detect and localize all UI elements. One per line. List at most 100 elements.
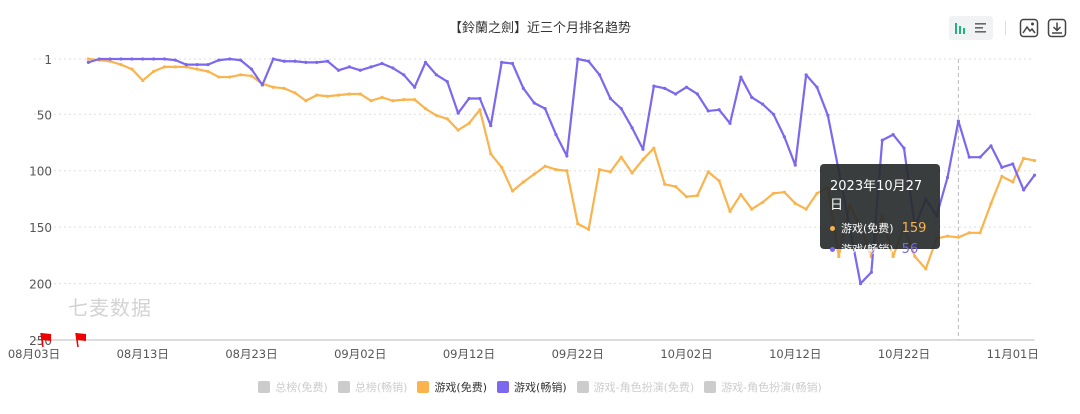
data-point — [956, 119, 960, 123]
data-point — [336, 93, 341, 97]
data-point — [565, 154, 569, 158]
data-point — [543, 164, 547, 168]
toolbar-divider — [1005, 21, 1006, 35]
flag-cloth — [41, 333, 51, 341]
data-point — [554, 167, 558, 172]
data-point — [728, 121, 732, 125]
data-point — [456, 111, 460, 115]
data-point — [663, 86, 667, 90]
series-dot — [830, 246, 835, 252]
data-point — [489, 123, 493, 128]
x-tick-label: 11月01日 — [987, 347, 1039, 361]
tooltip: 2023年10月27日 游戏(免费) 159 游戏(畅销) 56 — [820, 164, 940, 257]
data-point — [152, 69, 156, 74]
data-point — [1032, 158, 1037, 163]
data-point — [249, 74, 254, 78]
data-point — [434, 73, 438, 77]
legend-item[interactable]: 游戏-角色扮演(畅销) — [704, 379, 822, 395]
x-tick-label: 09月12日 — [443, 347, 495, 361]
download-icon — [1047, 18, 1067, 38]
data-point — [815, 85, 819, 89]
image-icon — [1019, 18, 1039, 38]
legend-label: 游戏(免费) — [434, 381, 488, 394]
data-point — [434, 113, 438, 118]
x-tick-label: 09月02日 — [334, 347, 386, 361]
data-point — [924, 267, 928, 271]
data-point — [347, 92, 351, 96]
data-point — [1032, 173, 1037, 177]
data-point — [793, 163, 797, 167]
tooltip-row: 游戏(畅销) 56 — [830, 241, 930, 257]
legend-item[interactable]: 总榜(畅销) — [337, 379, 408, 395]
y-tick-label: 1 — [44, 53, 52, 67]
data-point — [1000, 165, 1004, 169]
data-point — [217, 75, 221, 79]
data-point — [674, 92, 678, 96]
data-point — [271, 57, 275, 61]
data-point — [771, 112, 776, 116]
data-point — [587, 59, 591, 63]
x-tick-label: 09月22日 — [552, 347, 604, 361]
data-point — [467, 96, 471, 101]
legend-item[interactable]: 游戏(畅销) — [497, 379, 567, 395]
data-point — [565, 169, 569, 173]
data-point — [717, 108, 721, 112]
data-point — [695, 193, 699, 198]
data-point — [967, 155, 971, 159]
data-point — [228, 75, 232, 79]
data-point — [1000, 174, 1004, 178]
data-point — [130, 67, 134, 71]
bar-chart-icon[interactable] — [951, 18, 971, 38]
x-tick-label: 10月22日 — [878, 347, 930, 361]
data-point — [771, 191, 776, 195]
data-point — [837, 254, 841, 259]
data-point — [978, 155, 982, 159]
legend-item[interactable]: 游戏-角色扮演(免费) — [576, 379, 694, 395]
data-point — [804, 73, 808, 77]
data-point — [630, 171, 634, 175]
legend-item[interactable]: 总榜(免费) — [258, 379, 328, 395]
data-point — [119, 63, 123, 67]
data-point — [782, 190, 786, 194]
data-point — [750, 95, 754, 99]
download-button[interactable] — [1046, 17, 1068, 39]
data-point — [576, 57, 580, 61]
data-point — [608, 96, 612, 101]
data-point — [108, 59, 112, 63]
data-point — [445, 117, 449, 121]
data-point — [717, 179, 721, 183]
data-point — [293, 91, 297, 95]
data-point — [97, 57, 101, 61]
data-point — [249, 67, 254, 71]
data-point — [652, 84, 656, 88]
data-point — [945, 175, 950, 180]
data-point — [945, 234, 950, 238]
data-point — [304, 99, 308, 103]
data-point — [815, 191, 819, 195]
legend-label: 游戏-角色扮演(畅销) — [721, 381, 822, 394]
data-point — [271, 85, 275, 89]
data-point — [782, 135, 786, 139]
data-point — [423, 60, 428, 64]
legend-item[interactable]: 游戏(免费) — [417, 379, 487, 395]
data-point — [804, 207, 808, 211]
x-tick-label: 10月02日 — [660, 347, 712, 361]
legend-swatch — [497, 381, 510, 393]
data-point — [891, 254, 895, 259]
data-point — [326, 94, 330, 98]
list-icon[interactable] — [971, 18, 991, 38]
legend-label: 游戏(畅销) — [514, 381, 567, 394]
data-point — [880, 138, 884, 142]
data-point — [239, 58, 243, 62]
legend-swatch — [417, 381, 430, 393]
data-point — [695, 92, 699, 96]
data-point — [641, 147, 645, 151]
x-tick-label: 08月13日 — [117, 347, 169, 361]
data-point — [956, 235, 960, 239]
data-point — [967, 231, 971, 235]
save-image-button[interactable] — [1018, 17, 1040, 39]
legend-label: 总榜(畅销) — [354, 381, 408, 394]
data-point — [423, 107, 428, 111]
tooltip-row: 游戏(免费) 159 — [830, 220, 930, 236]
data-point — [728, 209, 732, 213]
